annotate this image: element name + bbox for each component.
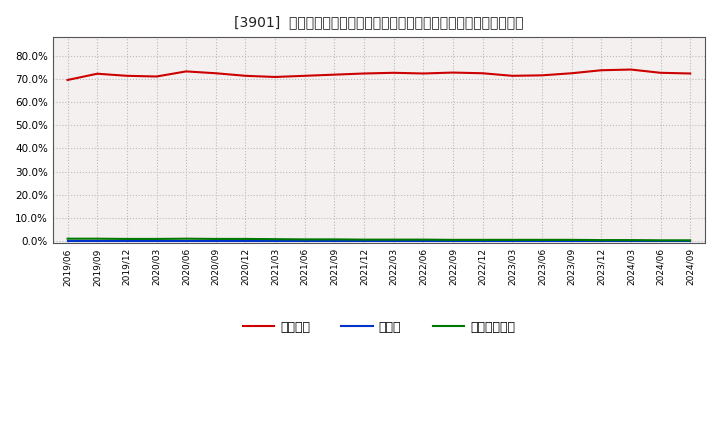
繰延税金資産	[626, 238, 635, 243]
自己資本	[626, 67, 635, 72]
のれん	[300, 238, 309, 244]
Line: 自己資本: 自己資本	[68, 70, 690, 80]
自己資本	[63, 77, 72, 83]
繰延税金資産	[390, 237, 398, 242]
繰延税金資産	[597, 238, 606, 243]
のれん	[508, 238, 517, 244]
のれん	[63, 238, 72, 244]
のれん	[152, 238, 161, 244]
Legend: 自己資本, のれん, 繰延税金資産: 自己資本, のれん, 繰延税金資産	[238, 315, 520, 338]
のれん	[271, 238, 279, 244]
のれん	[686, 238, 695, 244]
自己資本	[656, 70, 665, 75]
繰延税金資産	[271, 237, 279, 242]
のれん	[626, 238, 635, 244]
自己資本	[330, 72, 338, 77]
繰延税金資産	[419, 237, 428, 242]
繰延税金資産	[567, 237, 576, 242]
のれん	[212, 238, 220, 244]
Line: 繰延税金資産: 繰延税金資産	[68, 238, 690, 240]
自己資本	[419, 71, 428, 76]
のれん	[182, 238, 191, 244]
繰延税金資産	[63, 236, 72, 241]
繰延税金資産	[241, 236, 250, 242]
自己資本	[300, 73, 309, 78]
のれん	[122, 238, 131, 244]
繰延税金資産	[538, 237, 546, 242]
Title: [3901]  自己資本、のれん、繰延税金資産の総資産に対する比率の推移: [3901] 自己資本、のれん、繰延税金資産の総資産に対する比率の推移	[234, 15, 523, 29]
自己資本	[567, 70, 576, 76]
繰延税金資産	[508, 237, 517, 242]
自己資本	[93, 71, 102, 77]
自己資本	[182, 69, 191, 74]
繰延税金資産	[93, 236, 102, 241]
繰延税金資産	[478, 237, 487, 242]
繰延税金資産	[360, 237, 369, 242]
のれん	[330, 238, 338, 244]
自己資本	[390, 70, 398, 75]
自己資本	[597, 68, 606, 73]
繰延税金資産	[300, 237, 309, 242]
のれん	[478, 238, 487, 244]
自己資本	[241, 73, 250, 78]
繰延税金資産	[212, 236, 220, 242]
繰延税金資産	[182, 236, 191, 241]
繰延税金資産	[686, 238, 695, 243]
のれん	[419, 238, 428, 244]
のれん	[93, 238, 102, 244]
のれん	[241, 238, 250, 244]
自己資本	[508, 73, 517, 78]
自己資本	[360, 71, 369, 76]
自己資本	[122, 73, 131, 78]
のれん	[597, 238, 606, 244]
のれん	[567, 238, 576, 244]
繰延税金資産	[449, 237, 457, 242]
自己資本	[538, 73, 546, 78]
繰延税金資産	[122, 236, 131, 242]
のれん	[360, 238, 369, 244]
自己資本	[478, 70, 487, 76]
のれん	[390, 238, 398, 244]
繰延税金資産	[152, 236, 161, 242]
自己資本	[271, 74, 279, 80]
のれん	[449, 238, 457, 244]
自己資本	[449, 70, 457, 75]
繰延税金資産	[656, 238, 665, 243]
自己資本	[212, 70, 220, 76]
自己資本	[686, 71, 695, 76]
繰延税金資産	[330, 237, 338, 242]
自己資本	[152, 74, 161, 79]
のれん	[656, 238, 665, 244]
のれん	[538, 238, 546, 244]
